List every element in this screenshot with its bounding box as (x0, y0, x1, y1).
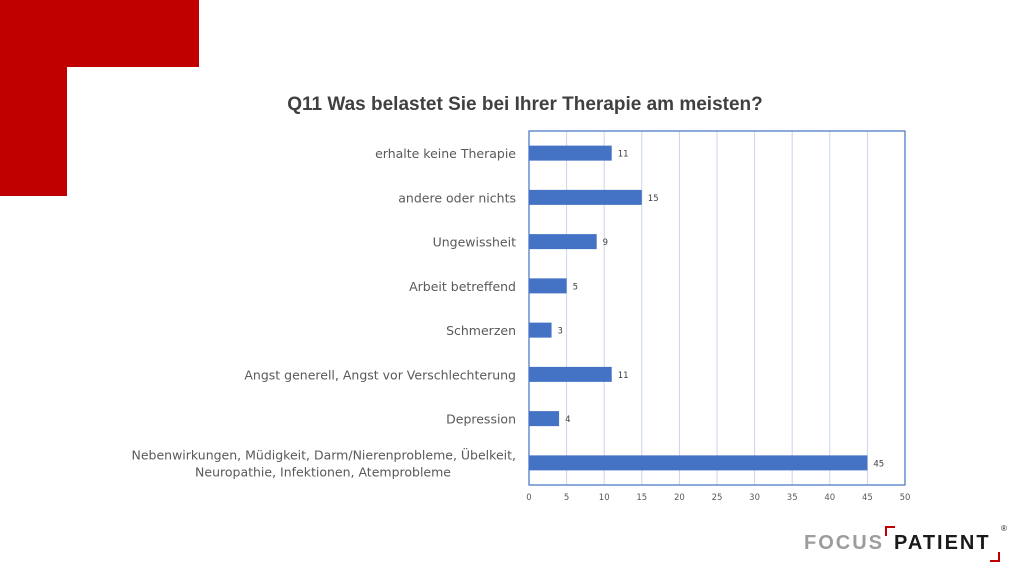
bar (529, 278, 567, 294)
category-label-line: andere oder nichts (398, 190, 516, 205)
category-label: Schmerzen (446, 323, 516, 338)
data-label: 5 (573, 282, 578, 292)
data-label: 11 (618, 150, 629, 160)
chart-title: Q11 Was belastet Sie bei Ihrer Therapie … (287, 94, 763, 115)
bar (529, 145, 612, 161)
data-label: 4 (565, 415, 570, 425)
bar (529, 411, 560, 427)
category-label: andere oder nichts (398, 190, 516, 205)
decorative-red-block-left (0, 0, 67, 196)
plot-area-border (528, 130, 906, 486)
x-tick-label: 35 (787, 493, 798, 503)
category-label-line: Nebenwirkungen, Müdigkeit, Darm/Nierenpr… (132, 446, 517, 462)
category-label: Angst generell, Angst vor Verschlechteru… (244, 367, 516, 382)
logo-bracket-bottom-right (990, 552, 1000, 562)
category-label: erhalte keine Therapie (375, 146, 516, 161)
category-label: Arbeit betreffend (409, 279, 516, 294)
category-label-line: erhalte keine Therapie (375, 146, 516, 161)
bar (529, 189, 642, 205)
focus-patient-logo: FOCUS PATIENT ® (804, 524, 1014, 562)
data-label: 15 (648, 194, 659, 204)
bar (529, 234, 597, 250)
x-tick-label: 25 (712, 493, 723, 503)
category-label: Nebenwirkungen, Müdigkeit, Darm/Nierenpr… (132, 446, 517, 479)
category-label-line: Depression (446, 412, 516, 427)
logo-word-focus: FOCUS (804, 532, 884, 554)
x-tick-label: 10 (599, 493, 610, 503)
x-tick-label: 45 (862, 493, 873, 503)
category-label-line: Arbeit betreffend (409, 279, 516, 294)
bar (529, 455, 868, 471)
x-tick-label: 5 (564, 493, 569, 503)
category-label-line: Angst generell, Angst vor Verschlechteru… (244, 367, 516, 382)
x-tick-label: 15 (636, 493, 647, 503)
bar (529, 366, 612, 382)
x-tick-label: 40 (824, 493, 835, 503)
logo-registered-mark: ® (1001, 524, 1007, 533)
data-label: 11 (618, 371, 629, 381)
logo-bracket-top-left (885, 526, 895, 536)
category-label-line: Ungewissheit (433, 235, 517, 250)
x-tick-label: 0 (526, 493, 531, 503)
data-label: 9 (603, 238, 608, 248)
x-tick-label: 50 (900, 493, 911, 503)
category-label-line: Schmerzen (446, 323, 516, 338)
x-tick-label: 30 (749, 493, 760, 503)
bar (529, 322, 552, 338)
data-label: 3 (558, 327, 563, 337)
category-label-line: Neuropathie, Infektionen, Atemprobleme (195, 464, 451, 479)
logo-word-patient: PATIENT (894, 532, 991, 554)
x-tick-label: 20 (674, 493, 685, 503)
data-label: 45 (873, 459, 884, 469)
category-label: Depression (446, 412, 516, 427)
category-label: Ungewissheit (433, 235, 517, 250)
